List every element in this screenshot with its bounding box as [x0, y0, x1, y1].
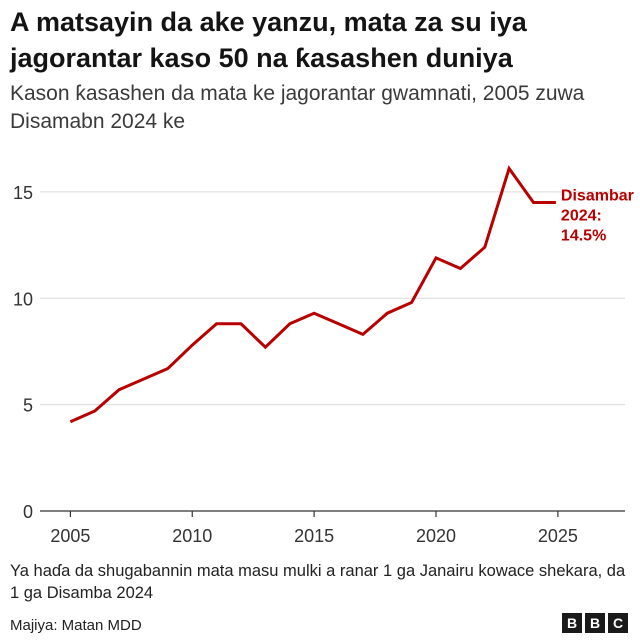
- bbc-logo: B B C: [562, 613, 628, 633]
- x-tick-label: 2015: [294, 526, 334, 546]
- x-tick-label: 2020: [416, 526, 456, 546]
- y-tick-label: 10: [13, 289, 33, 309]
- y-tick-label: 5: [23, 396, 33, 416]
- annotation-label: 2024:: [561, 208, 602, 225]
- x-tick-label: 2010: [172, 526, 212, 546]
- bbc-logo-letter: B: [562, 613, 582, 633]
- chart-subtitle: Kason ƙasashen da mata ke jagorantar gwa…: [10, 82, 585, 133]
- chart-title: A matsayin da ake yanzu, mata za su iya …: [10, 7, 527, 73]
- x-tick-label: 2005: [50, 526, 90, 546]
- y-tick-label: 15: [13, 183, 33, 203]
- line-chart: 0 5 10 15 2005 2010 2015 2020 2025 Disambar 2024: 1…: [13, 165, 634, 546]
- series-line: [69, 165, 556, 424]
- source-text: Majiya: Matan MDD: [10, 617, 142, 634]
- footnote: Ya haɗa da shugabannin mata masu mulki a…: [10, 562, 626, 602]
- annotation-label: Disambar: [561, 188, 634, 205]
- x-tick-label: 2025: [538, 526, 578, 546]
- bbc-logo-letter: B: [585, 613, 605, 633]
- y-tick-label: 0: [23, 502, 33, 522]
- annotation-label: 14.5%: [561, 228, 606, 245]
- bbc-logo-letter: C: [608, 613, 628, 633]
